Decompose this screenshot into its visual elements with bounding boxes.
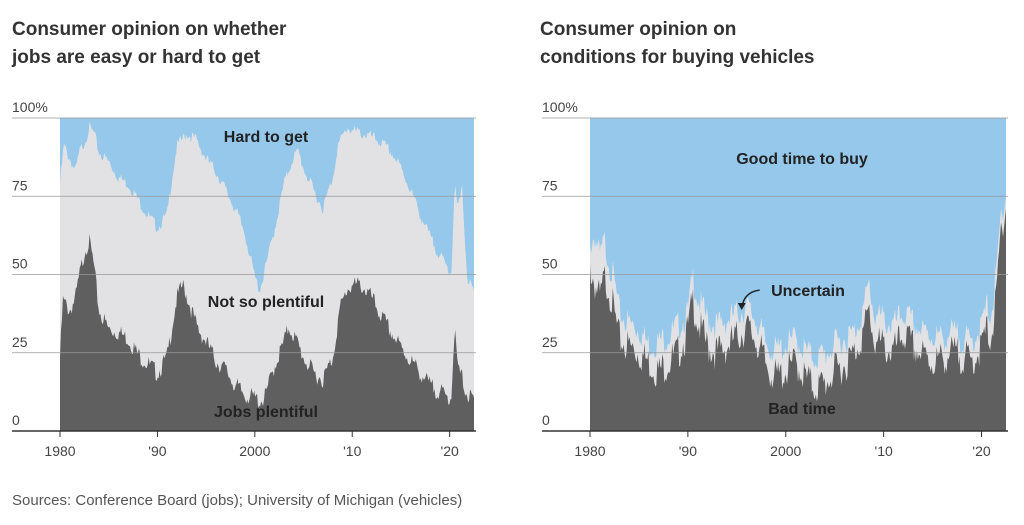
y-tick-label: 100% [542,99,578,115]
x-tick-label: '90 [148,443,166,459]
x-tick-label: '10 [875,443,893,459]
series-label: Jobs plentiful [214,404,318,421]
series-label: Good time to buy [736,151,868,168]
series-label: Hard to get [224,129,309,146]
y-tick-label: 75 [12,177,28,193]
y-tick-label: 50 [542,256,558,272]
y-tick-label: 25 [542,334,558,350]
vehicles-area-bottom [590,208,1006,431]
series-label: Bad time [768,401,836,418]
vehicles-chart-title: Consumer opinion on conditions for buyin… [540,16,1010,72]
y-tick-label: 50 [12,256,28,272]
x-tick-label: '20 [441,443,459,459]
y-tick-label: 75 [542,177,558,193]
jobs-chart-title: Consumer opinion on whether jobs are eas… [12,16,482,72]
jobs-chart-title-line-1: Consumer opinion on whether [12,19,287,40]
vehicles-chart-title-line-2: conditions for buying vehicles [540,47,815,68]
vehicles-chart-title-line-1: Consumer opinion on [540,19,737,40]
x-tick-label: '10 [343,443,361,459]
source-note: Sources: Conference Board (jobs); Univer… [12,492,463,509]
jobs-chart: 0 25 50 75 100% 1980 '90 2000 '10 '20 Hard to get N… [12,99,476,459]
y-tick-label: 0 [12,412,20,428]
y-tick-label: 100% [12,99,48,115]
x-tick-label: '20 [972,443,990,459]
y-tick-label: 0 [542,412,550,428]
x-tick-label: 1980 [574,443,605,459]
annotation-arrow-head [737,303,746,311]
jobs-area-bottom [60,234,474,431]
vehicles-chart: 0 25 50 75 100% 1980 '90 2000 '10 '20 Bad time Unce… [542,99,1008,459]
x-tick-label: 1980 [44,443,75,459]
y-tick-label: 25 [12,334,28,350]
jobs-chart-title-line-2: jobs are easy or hard to get [12,47,261,68]
series-label: Not so plentiful [208,294,324,311]
x-tick-label: 2000 [770,443,801,459]
x-tick-label: '90 [679,443,697,459]
x-tick-label: 2000 [239,443,270,459]
series-label: Uncertain [771,283,845,300]
